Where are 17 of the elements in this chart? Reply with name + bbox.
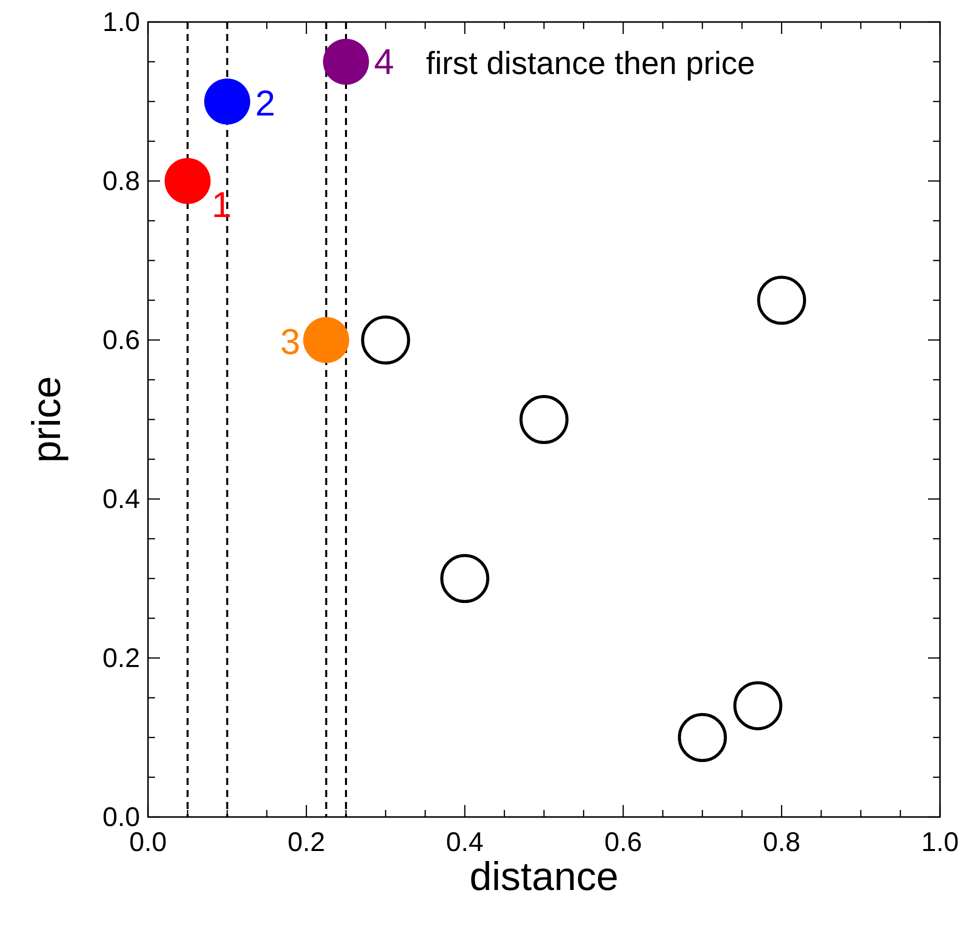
x-tick-label: 0.4 (446, 827, 484, 857)
y-tick-label: 0.6 (102, 325, 140, 355)
y-tick-label: 0.4 (102, 484, 140, 514)
x-tick-label: 1.0 (921, 827, 959, 857)
series-label: 1 (212, 184, 232, 225)
x-tick-label: 0.8 (762, 827, 800, 857)
series-label: 4 (374, 40, 394, 82)
x-tick-label: 0.2 (288, 827, 326, 857)
x-tick-label: 0.6 (604, 827, 642, 857)
x-axis-title: distance (470, 855, 618, 899)
annotation: first distance then price (426, 44, 756, 81)
y-tick-label: 1.0 (102, 7, 140, 37)
series-label: 2 (255, 82, 276, 124)
y-axis-title: price (25, 376, 69, 463)
y-tick-label: 0.2 (102, 643, 140, 673)
y-tick-label: 0.8 (102, 166, 140, 196)
series-label: 3 (280, 321, 300, 362)
